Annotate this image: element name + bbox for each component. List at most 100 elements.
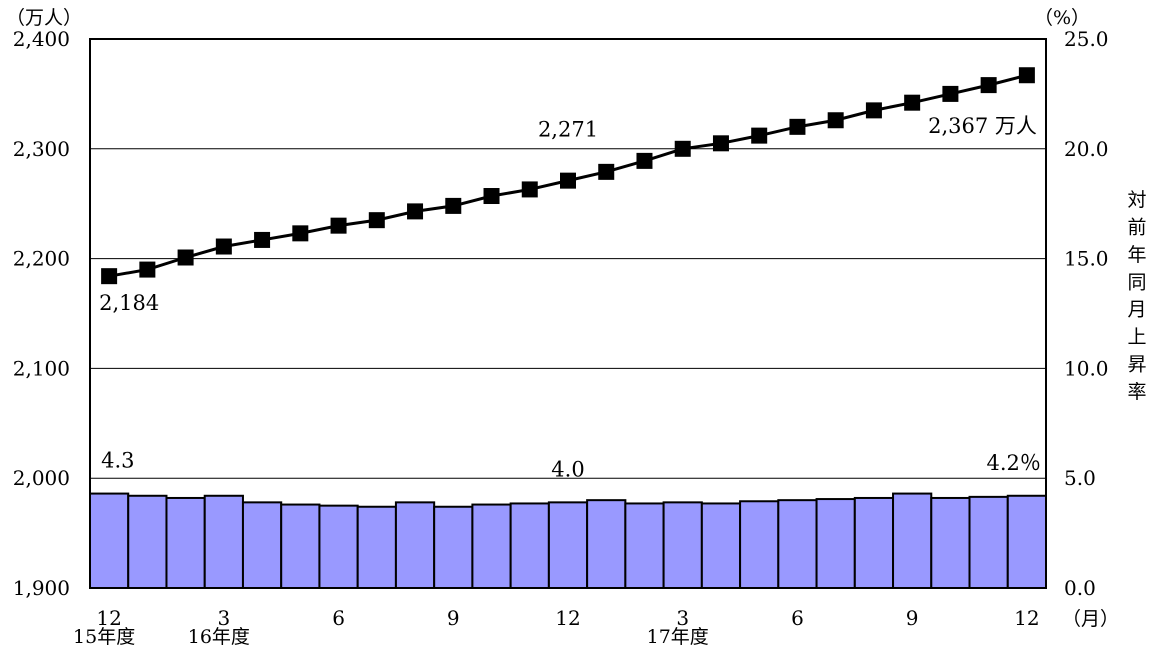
- left-axis-ticks: 1,900 2,000 2,100 2,200 2,300 2,400: [13, 27, 70, 600]
- fiscal-year-label: 16年度: [188, 626, 250, 648]
- fiscal-year-label: 15年度: [73, 626, 135, 648]
- line-point: [101, 268, 118, 285]
- bar: [127, 494, 168, 590]
- line-point: [254, 231, 271, 248]
- right-axis-title-char: 年: [1127, 244, 1146, 266]
- left-axis-tick-label: 2,100: [13, 356, 70, 380]
- bar: [853, 496, 895, 589]
- left-axis-tick-label: 2,400: [13, 27, 70, 51]
- line-point: [521, 181, 538, 198]
- bar: [739, 500, 780, 589]
- x-axis-tick-label: 3: [217, 606, 230, 630]
- bar: [165, 496, 206, 589]
- line-point: [139, 261, 156, 278]
- right-axis-ticks: 0.0 5.0 10.0 15.0 20.0 25.0: [1064, 27, 1109, 600]
- bar: [280, 503, 321, 589]
- bar-series: [89, 492, 1048, 590]
- x-axis-tick-label: 9: [447, 606, 460, 630]
- line-last-value-label: 2,367 万人: [928, 114, 1037, 138]
- line-point: [560, 172, 576, 189]
- x-axis-tick-label: 6: [791, 606, 804, 630]
- left-axis-tick-label: 1,900: [13, 576, 70, 600]
- left-axis-tick-label: 2,200: [13, 247, 70, 271]
- x-axis-tick-label: 12: [555, 606, 580, 630]
- bar: [471, 503, 512, 589]
- bar: [318, 504, 359, 589]
- line-point: [636, 152, 653, 169]
- x-axis-tick-label: 3: [676, 606, 689, 630]
- bar: [433, 505, 474, 589]
- x-axis-tick-label: 12: [96, 606, 121, 630]
- x-axis-tick-label: 6: [332, 606, 345, 630]
- line-mid-value-label: 2,271: [538, 118, 598, 142]
- right-axis-title-char: 率: [1127, 381, 1146, 403]
- line-point: [789, 118, 806, 135]
- right-axis-tick-label: 25.0: [1064, 27, 1109, 51]
- bar: [509, 502, 550, 590]
- right-axis-title-char: 上: [1127, 326, 1146, 348]
- bar: [89, 492, 130, 589]
- line-point: [445, 197, 462, 214]
- line-point: [751, 127, 768, 144]
- line-markers: [101, 67, 1035, 285]
- month-unit-label: （月）: [1062, 608, 1119, 630]
- right-axis-tick-label: 10.0: [1064, 356, 1109, 380]
- line-point: [330, 217, 347, 234]
- bar: [356, 505, 397, 589]
- x-axis-tick-label: 9: [906, 606, 919, 630]
- bar-last-value-label: 4.2％: [986, 451, 1040, 475]
- gridlines: [90, 148, 1046, 479]
- bar: [547, 501, 589, 589]
- bar: [662, 501, 703, 589]
- line-point: [292, 225, 309, 242]
- bar-mid-value-label: 4.0: [551, 457, 584, 481]
- line-point: [407, 203, 424, 220]
- line-point: [674, 140, 691, 157]
- line-point: [980, 77, 997, 94]
- bar-first-value-label: 4.3: [101, 449, 134, 473]
- bar: [777, 499, 818, 589]
- right-axis-title-char: 同: [1127, 271, 1146, 293]
- line-point: [1018, 67, 1035, 84]
- x-axis-ticks: 12 3 6 9 12 3 6 9 12: [96, 606, 1039, 630]
- bar: [700, 502, 742, 590]
- right-axis-title-char: 前: [1127, 216, 1146, 238]
- line-point: [177, 249, 194, 266]
- line-point: [598, 163, 615, 180]
- left-axis-unit: （万人）: [6, 7, 82, 29]
- line-point: [368, 212, 385, 229]
- right-axis-tick-label: 5.0: [1064, 466, 1096, 490]
- bar: [815, 498, 856, 590]
- bar: [586, 499, 627, 589]
- line-point: [215, 238, 232, 255]
- right-axis-tick-label: 15.0: [1064, 247, 1109, 271]
- bar: [624, 502, 665, 590]
- left-axis-tick-label: 2,300: [13, 137, 70, 161]
- fiscal-year-label: 17年度: [647, 626, 709, 648]
- right-axis-title-char: 月: [1127, 299, 1146, 321]
- bar: [203, 494, 244, 590]
- x-axis-tick-label: 12: [1014, 606, 1039, 630]
- line-point: [827, 112, 844, 129]
- bar: [968, 495, 1009, 589]
- line-first-value-label: 2,184: [99, 291, 159, 315]
- bar: [1006, 494, 1048, 590]
- right-axis-title-char: 対: [1127, 189, 1146, 211]
- left-axis-tick-label: 2,000: [13, 466, 70, 490]
- bar: [241, 501, 283, 589]
- line-point: [483, 188, 500, 205]
- fiscal-year-labels: 15年度 16年度 17年度: [73, 626, 709, 648]
- line-point: [712, 135, 729, 152]
- plot-frame: [89, 38, 1047, 589]
- bar: [394, 501, 436, 589]
- right-axis-tick-label: 0.0: [1064, 576, 1096, 600]
- right-axis-unit: （%）: [1034, 7, 1090, 29]
- right-axis-title-char: 昇: [1127, 354, 1146, 376]
- bar: [892, 492, 933, 589]
- bar: [930, 496, 971, 589]
- line-point: [904, 94, 921, 111]
- line-point: [942, 85, 959, 102]
- right-axis-tick-label: 20.0: [1064, 137, 1109, 161]
- line-point: [865, 102, 882, 119]
